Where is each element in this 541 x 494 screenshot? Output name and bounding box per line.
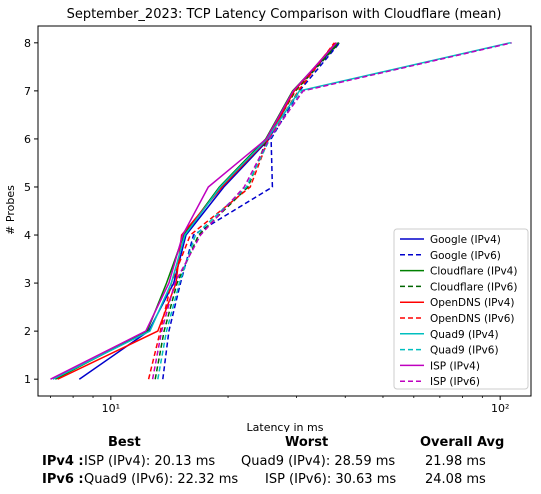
y-axis-label: # Probes <box>4 185 17 235</box>
series-lines <box>50 42 512 380</box>
series-line-3 <box>154 42 340 380</box>
series-line-2 <box>54 42 339 380</box>
ipv4-label: IPv4 : <box>42 454 84 469</box>
plot-frame <box>37 25 532 397</box>
legend-entry: OpenDNS (IPv4) <box>430 297 515 309</box>
x-axis-label: Latency in ms <box>247 421 324 432</box>
legend-entry: Google (IPv6) <box>430 250 501 262</box>
legend-box <box>393 228 529 390</box>
worst-header: Worst <box>285 435 329 450</box>
legend-entry: ISP (IPv6) <box>430 376 480 388</box>
avg-header: Overall Avg <box>420 435 505 450</box>
legend-entry: Google (IPv4) <box>430 234 501 246</box>
ipv4-best: ISP (IPv4): 20.13 ms <box>84 454 216 469</box>
axes: 1 2 3 4 5 6 7 8 10¹ 10² <box>24 25 532 415</box>
legend-entry: Cloudflare (IPv6) <box>430 281 517 293</box>
best-header: Best <box>108 435 141 450</box>
y-tick-label: 3 <box>24 277 31 290</box>
series-line-6 <box>52 42 511 380</box>
legend: Google (IPv4) Google (IPv6) Cloudflare (IP… <box>393 228 529 390</box>
legend-entry: OpenDNS (IPv6) <box>430 313 515 325</box>
legend-entry: Cloudflare (IPv4) <box>430 266 517 278</box>
legend-entry: Quad9 (IPv6) <box>430 345 499 357</box>
y-tick-label: 2 <box>24 325 31 338</box>
ipv6-worst: ISP (IPv6): 30.63 ms <box>265 472 397 487</box>
ipv6-label: IPv6 : <box>42 472 84 487</box>
series-line-1 <box>162 42 341 380</box>
y-tick-label: 7 <box>24 85 31 98</box>
legend-entry: ISP (IPv4) <box>430 360 480 372</box>
summary-table: Best Worst Overall Avg IPv4 : ISP (IPv4)… <box>0 432 541 494</box>
series-line-5 <box>147 42 335 380</box>
y-tick-label: 6 <box>24 133 31 146</box>
x-tick-label: 10² <box>491 402 509 415</box>
series-line-8 <box>50 42 338 380</box>
chart-title: September_2023: TCP Latency Comparison w… <box>67 7 502 22</box>
x-tick-label: 10¹ <box>102 402 120 415</box>
series-line-0 <box>78 42 340 380</box>
series-line-9 <box>151 42 512 380</box>
ipv4-worst: Quad9 (IPv4): 28.59 ms <box>241 454 396 469</box>
ipv6-best: Quad9 (IPv6): 22.32 ms <box>84 472 239 487</box>
y-tick-label: 8 <box>24 37 31 50</box>
y-tick-label: 4 <box>24 229 31 242</box>
ipv4-avg: 21.98 ms <box>425 454 486 469</box>
ipv6-avg: 24.08 ms <box>425 472 486 487</box>
legend-entry: Quad9 (IPv4) <box>430 329 499 341</box>
latency-chart: September_2023: TCP Latency Comparison w… <box>4 7 532 432</box>
y-tick-label: 5 <box>24 181 31 194</box>
y-tick-label: 1 <box>24 373 31 386</box>
